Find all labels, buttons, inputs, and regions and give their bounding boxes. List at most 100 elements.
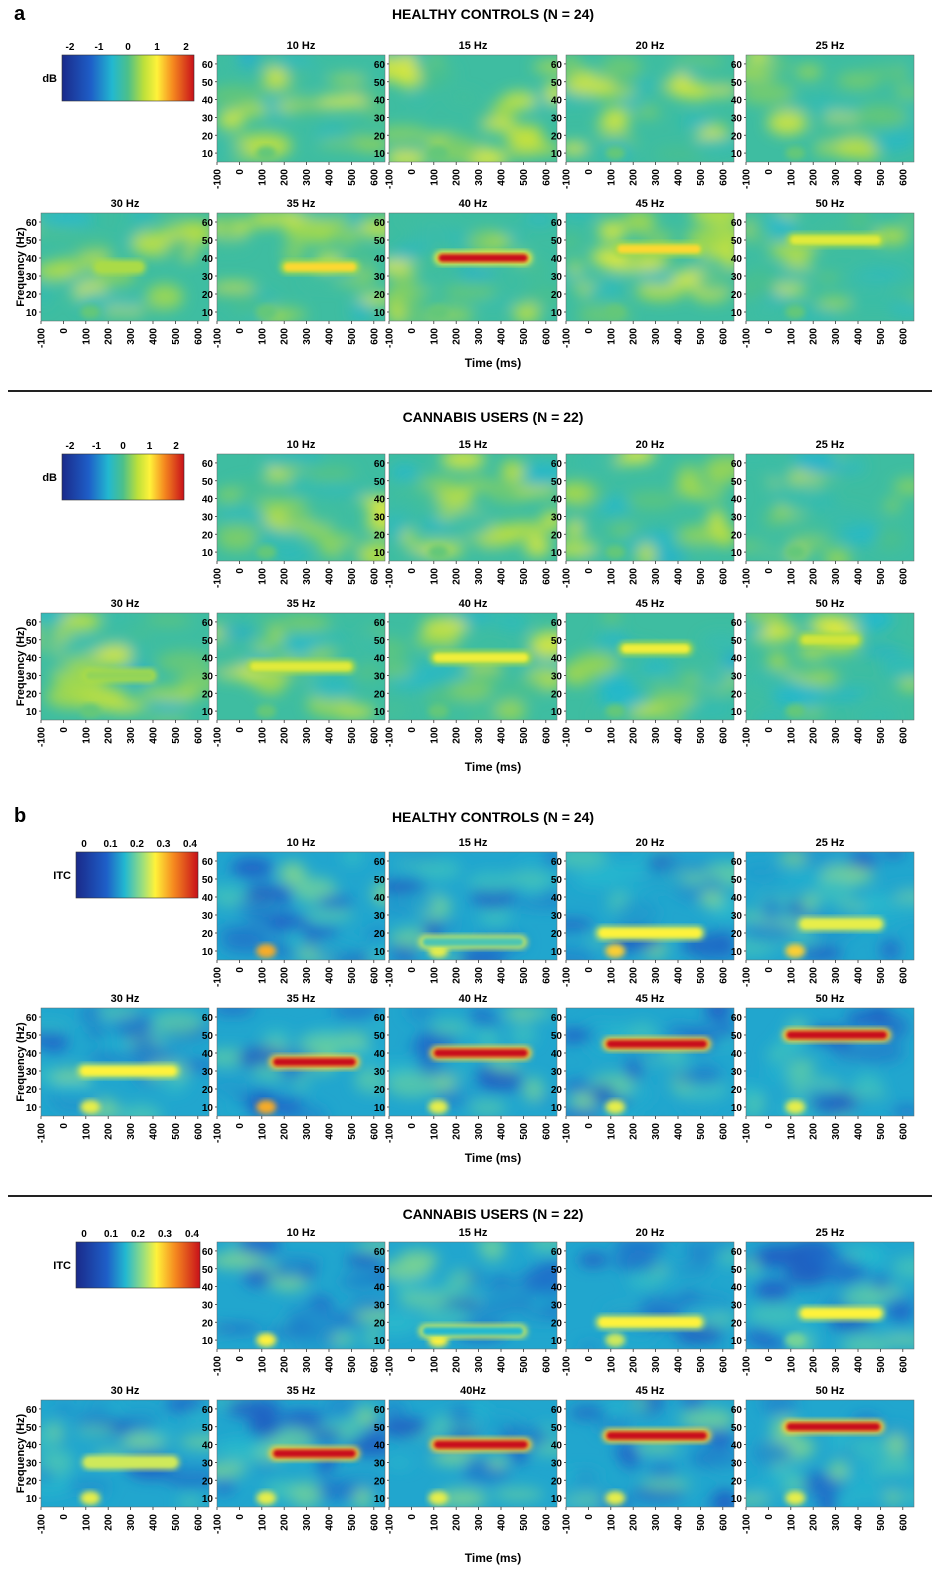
x-tick-label: 600 [898, 1514, 909, 1531]
heatmap-blob [678, 1102, 713, 1116]
subplot-title: 40 Hz [459, 198, 488, 210]
x-tick-label: 100 [786, 727, 797, 744]
heatmap-blob [654, 147, 707, 161]
plot-frame [40, 612, 210, 721]
x-tick-label: 400 [497, 1356, 508, 1373]
heatmap-blob [281, 1258, 325, 1268]
colorbar-label: ITC [53, 870, 71, 882]
heatmap-blob [746, 1495, 772, 1505]
heatmap-blob [363, 1051, 385, 1067]
plot-frame [745, 212, 915, 322]
x-tick-label: 600 [541, 169, 552, 186]
heatmap-blob [753, 542, 793, 561]
x-tick-label: 300 [474, 1514, 485, 1531]
x-tick-label: 400 [854, 727, 865, 744]
heatmap-blob [524, 535, 551, 557]
y-tick-label: 30 [26, 1067, 38, 1078]
heatmap-blob [244, 884, 284, 904]
heatmap-blob [746, 621, 769, 637]
heatmap-blob [279, 862, 307, 886]
heatmap-blob [367, 497, 385, 514]
heatmap-blob [746, 1302, 803, 1328]
heatmap-blob [848, 213, 871, 231]
heatmap-blob [769, 284, 807, 295]
heatmap-blob [884, 1433, 907, 1456]
heatmap-blob [797, 1086, 838, 1097]
heatmap-blob [165, 1400, 204, 1413]
band-core [273, 1058, 356, 1066]
heatmap-blob [675, 1324, 723, 1345]
heatmap-blob [141, 305, 166, 314]
heatmap-blob [621, 454, 655, 464]
plot-frame [745, 851, 915, 961]
x-tick-label: 600 [541, 328, 552, 345]
heatmap-blob [803, 852, 840, 866]
y-tick-label: 50 [374, 636, 386, 647]
heatmap-blob [566, 483, 591, 503]
heatmap-blob [635, 1442, 680, 1452]
heatmap-blob [566, 1079, 592, 1094]
heatmap-blob [871, 132, 914, 152]
heatmap-blob [315, 1318, 335, 1343]
y-tick-label: 10 [374, 1494, 386, 1505]
y-tick-label: 50 [374, 477, 386, 488]
y-tick-label: 20 [731, 131, 743, 142]
heatmap-blob [537, 1302, 557, 1319]
x-axis-label: Time (ms) [465, 1551, 521, 1565]
heatmap-blob [118, 1104, 162, 1116]
y-tick-label: 10 [551, 1336, 563, 1347]
heatmap-blob [746, 613, 789, 624]
subplot-title: 30 Hz [111, 198, 140, 210]
x-tick-label: 0 [407, 328, 418, 334]
y-tick-label: 60 [731, 857, 743, 868]
x-tick-label: -100 [742, 1123, 753, 1143]
heatmap-blob [616, 1259, 652, 1272]
y-tick-label: 20 [731, 1085, 743, 1096]
heatmap-blob [394, 853, 444, 863]
band-core [433, 653, 528, 662]
subplot-title: 30 Hz [111, 1385, 140, 1397]
x-tick-label: 0 [584, 568, 595, 574]
heatmap-blob [355, 1242, 385, 1252]
x-tick-label: 400 [497, 1514, 508, 1531]
heatmap-blob [712, 1489, 734, 1507]
y-tick-label: 10 [26, 1494, 38, 1505]
steady-state-band [798, 917, 885, 931]
subplot-title: 10 Hz [287, 40, 316, 52]
heatmap-blob [746, 912, 767, 921]
heatmap-blob [427, 629, 452, 639]
y-tick-label: 10 [202, 149, 214, 160]
x-tick-label: 200 [809, 727, 820, 744]
heatmap-blob [639, 1294, 686, 1314]
x-tick-label: 100 [81, 1514, 92, 1531]
colorbar-label: dB [42, 472, 57, 484]
band-core [790, 236, 881, 244]
colorbar-tick-label: 0 [81, 839, 87, 850]
x-tick-label: -100 [213, 967, 224, 987]
heatmap-blob [41, 280, 52, 307]
x-tick-label: 500 [347, 1514, 358, 1531]
plot-frame [565, 1399, 735, 1508]
colorbar [75, 1241, 201, 1289]
heatmap-blob [248, 1413, 281, 1439]
x-tick-label: 300 [831, 1514, 842, 1531]
x-tick-label: 200 [280, 1123, 291, 1140]
plot-frame [388, 1007, 558, 1117]
y-tick-label: 40 [731, 1049, 743, 1060]
heatmap-blob [429, 1020, 468, 1036]
heatmap-blob [813, 144, 841, 155]
heatmap-blob [352, 1488, 372, 1507]
heatmap-blob [811, 95, 836, 117]
heatmap-blob [675, 475, 703, 498]
plot-frame [388, 851, 558, 961]
heatmap-blob [356, 1405, 377, 1428]
x-tick-label: 300 [474, 1356, 485, 1373]
y-tick-label: 50 [26, 636, 38, 647]
y-tick-label: 40 [731, 893, 743, 904]
heatmap-blob [145, 713, 190, 720]
heatmap-plot [217, 1242, 385, 1349]
heatmap-blob [829, 1430, 851, 1452]
group-title: HEALTHY CONTROLS (N = 24) [392, 6, 594, 22]
heatmap-plot [389, 1242, 557, 1349]
heatmap-plot [41, 613, 209, 720]
